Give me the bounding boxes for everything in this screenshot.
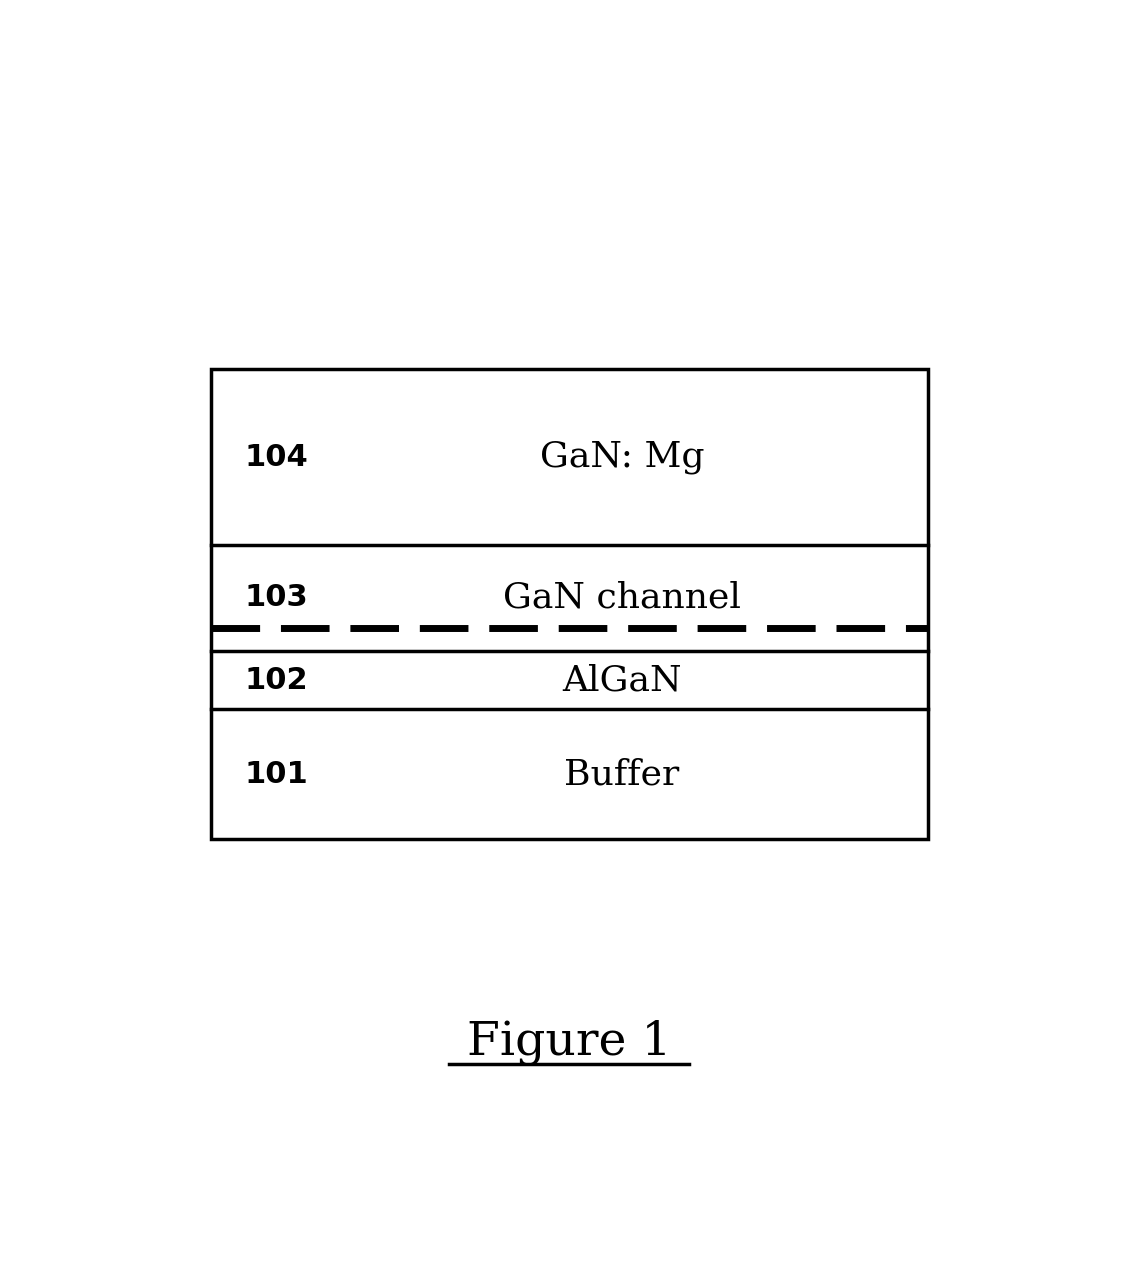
Text: 104: 104 [245,442,308,472]
Bar [211,369,927,838]
Text: 103: 103 [245,584,308,612]
Text: AlGaN: AlGaN [562,663,681,697]
Text: 101: 101 [245,759,308,789]
Text: GaN channel: GaN channel [503,581,741,615]
Text: GaN: Mg: GaN: Mg [539,440,704,474]
Text: Buffer: Buffer [564,757,679,791]
Text: 102: 102 [245,666,308,695]
Text: Figure 1: Figure 1 [467,1020,671,1066]
